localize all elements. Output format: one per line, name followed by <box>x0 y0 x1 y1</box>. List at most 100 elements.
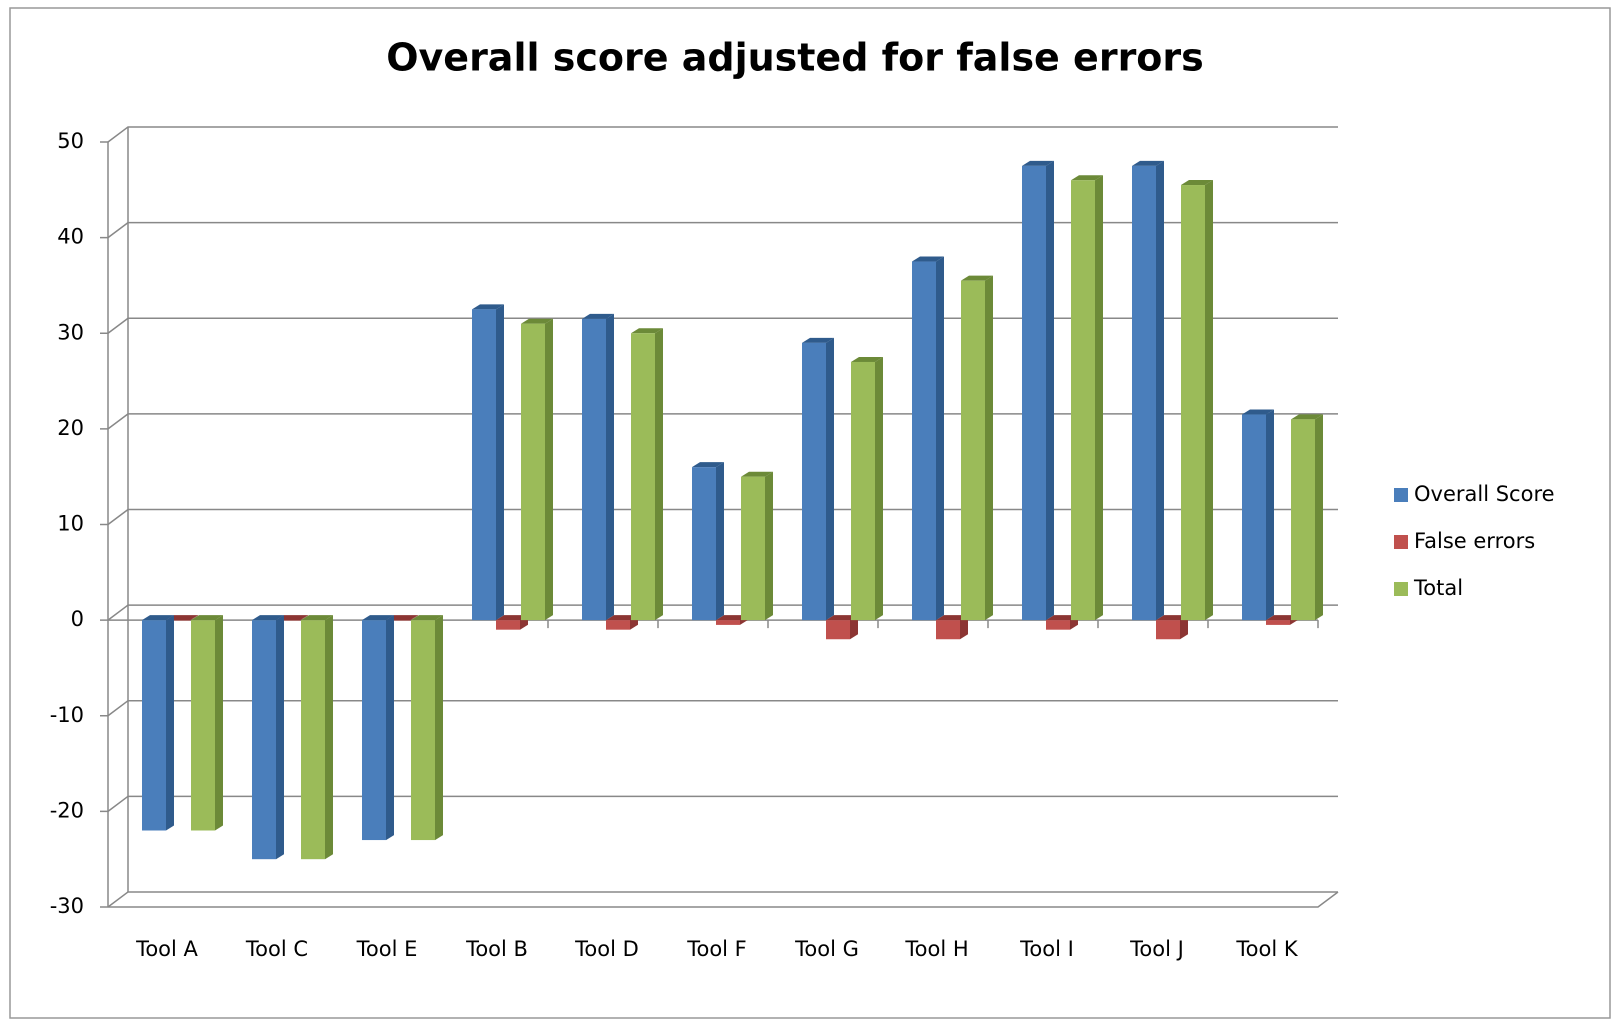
legend-label: False errors <box>1414 529 1535 553</box>
bar <box>826 615 858 640</box>
bar-side <box>300 615 308 621</box>
bar-front <box>252 620 276 860</box>
bar-side <box>435 615 443 841</box>
bar-side <box>985 275 993 621</box>
bar-top <box>631 328 663 334</box>
bar-front <box>1022 165 1046 621</box>
bar-side <box>765 471 773 621</box>
x-tick-label: Tool I <box>1019 937 1074 961</box>
bar <box>1022 160 1054 621</box>
bar-side <box>716 462 724 621</box>
bar-top <box>472 304 504 310</box>
y-tick-label: -10 <box>50 703 84 727</box>
x-tick-label: Tool H <box>904 937 968 961</box>
bar-front <box>741 476 765 621</box>
grid-line <box>107 891 1338 908</box>
bar-front <box>1132 165 1156 621</box>
x-tick-label: Tool E <box>356 937 418 961</box>
bar-top <box>606 615 638 621</box>
x-tick-label: Tool J <box>1129 937 1184 961</box>
bar-front <box>692 467 716 621</box>
bar <box>1132 160 1164 621</box>
legend-label: Total <box>1413 576 1463 600</box>
bar-top <box>1181 180 1213 186</box>
bar-front <box>362 620 386 841</box>
bar-front <box>1181 185 1205 621</box>
bar <box>252 615 284 860</box>
bar-side <box>1266 409 1274 621</box>
bar-front <box>1071 180 1095 621</box>
bar-side <box>826 337 834 621</box>
y-tick-label: -20 <box>50 798 84 822</box>
x-tick-label: Tool A <box>135 937 198 961</box>
bar <box>802 337 834 621</box>
bar-top <box>252 615 284 621</box>
bar-top <box>961 275 993 281</box>
bar-side <box>606 313 614 621</box>
bar-side <box>1205 180 1213 621</box>
bar <box>472 304 504 621</box>
bar-side <box>190 615 198 621</box>
bar-side <box>386 615 394 841</box>
bar-top <box>1266 615 1298 621</box>
bar-top <box>851 356 883 362</box>
bar-top <box>741 471 773 477</box>
grid-line-part <box>107 795 1338 812</box>
bar-top <box>1071 175 1103 181</box>
bar <box>1156 615 1188 640</box>
bar-top <box>912 256 944 262</box>
bar <box>1291 414 1323 621</box>
bar-side <box>215 615 223 831</box>
bar-front <box>1242 414 1266 621</box>
legend-swatch <box>1394 535 1408 549</box>
bar <box>692 462 724 621</box>
bar-front <box>386 620 410 621</box>
bar-front <box>1046 620 1070 630</box>
bar-front <box>631 333 655 621</box>
bar-top <box>142 615 174 621</box>
bar <box>301 615 333 860</box>
x-tick-label: Tool D <box>574 937 639 961</box>
y-tick-label: 0 <box>71 607 84 631</box>
bar-side <box>960 615 968 640</box>
bar-front <box>851 361 875 621</box>
bar-side <box>1095 175 1103 621</box>
bar-top <box>582 313 614 319</box>
bar-top <box>1022 160 1054 166</box>
bar <box>1071 175 1103 621</box>
bar <box>631 328 663 621</box>
bar-side <box>1156 160 1164 621</box>
bar-front <box>716 620 740 625</box>
bar-front <box>1291 419 1315 621</box>
bar-front <box>802 342 826 621</box>
bar-front <box>606 620 630 630</box>
bar-front <box>496 620 520 630</box>
bar-top <box>191 615 223 621</box>
legend-swatch <box>1394 488 1408 502</box>
bar-front <box>276 620 300 621</box>
bar-side <box>936 256 944 621</box>
y-tick-label: 40 <box>57 225 84 249</box>
y-tick-label: 50 <box>57 129 84 153</box>
bar-front <box>191 620 215 831</box>
bar-front <box>1266 620 1290 625</box>
bar-side <box>1315 414 1323 621</box>
bar <box>142 615 174 831</box>
bar <box>1242 409 1274 621</box>
legend-label: Overall Score <box>1414 482 1555 506</box>
bar <box>362 615 394 841</box>
bar-front <box>166 620 190 621</box>
bar-front <box>961 280 985 621</box>
bar <box>851 356 883 621</box>
bar-top <box>521 318 553 324</box>
bar-front <box>142 620 166 831</box>
grid-line-part <box>107 700 1338 717</box>
bar-front <box>1156 620 1180 640</box>
grid-line <box>107 126 1338 143</box>
x-tick-label: Tool B <box>465 937 528 961</box>
bar-top <box>496 615 528 621</box>
bar <box>521 318 553 621</box>
bar-top <box>1046 615 1078 621</box>
bar <box>741 471 773 621</box>
x-tick-label: Tool K <box>1235 937 1298 961</box>
